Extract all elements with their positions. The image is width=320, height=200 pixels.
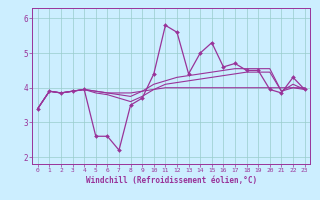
- X-axis label: Windchill (Refroidissement éolien,°C): Windchill (Refroidissement éolien,°C): [86, 176, 257, 185]
